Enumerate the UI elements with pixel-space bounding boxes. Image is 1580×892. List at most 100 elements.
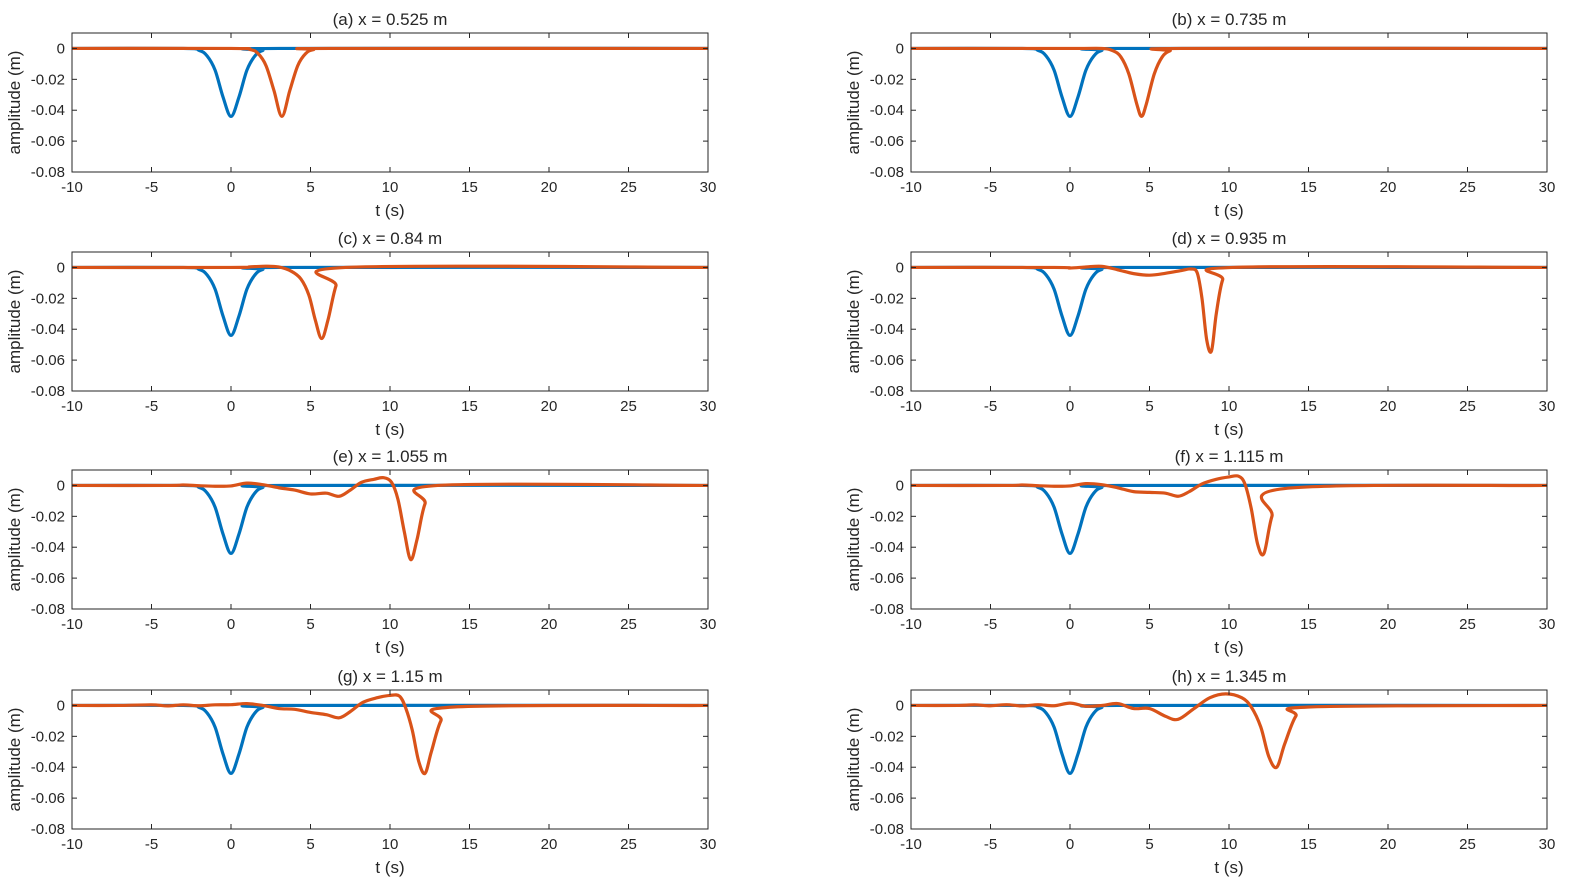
y-tick-label: -0.02 — [31, 728, 65, 745]
y-tick-label: -0.06 — [31, 352, 65, 369]
y-tick-label: 0 — [896, 697, 904, 714]
x-tick-label: -10 — [61, 616, 83, 633]
y-tick-label: -0.02 — [870, 71, 904, 88]
x-axis-label: t (s) — [1214, 638, 1243, 657]
x-tick-label: -5 — [145, 398, 158, 415]
series-line-incident — [911, 46, 1547, 118]
axes-box — [71, 32, 709, 173]
subplot-title: (d) x = 0.935 m — [1172, 229, 1287, 248]
x-tick-label: 30 — [1539, 398, 1556, 415]
y-tick-label: -0.08 — [870, 821, 904, 838]
x-tick-label: 30 — [700, 616, 717, 633]
x-tick-label: 5 — [1145, 616, 1153, 633]
y-tick-label: 0 — [57, 697, 65, 714]
x-tick-label: 5 — [306, 179, 314, 196]
subplot-f: -10 -5 0 5 10 15 20 25 30 0 -0.02 -0.04 -0.06 -0.08 (f… — [844, 447, 1555, 657]
x-tick-label: 10 — [1221, 836, 1238, 853]
x-tick-label: 25 — [620, 836, 637, 853]
series-line-incident — [72, 483, 708, 555]
subplot-e: -10 -5 0 5 10 15 20 25 30 0 -0.02 -0.04 -0.06 -0.08 (e… — [5, 447, 716, 657]
x-tick-label: 25 — [1459, 398, 1476, 415]
y-tick-label: -0.02 — [870, 728, 904, 745]
series-line-incident — [72, 703, 708, 775]
y-tick-label: -0.04 — [870, 759, 904, 776]
x-tick-label: 25 — [620, 616, 637, 633]
y-tick-label: -0.04 — [870, 539, 904, 556]
x-tick-label: 30 — [1539, 836, 1556, 853]
y-tick-label: 0 — [896, 40, 904, 57]
x-tick-label: 20 — [541, 836, 558, 853]
x-axis-label: t (s) — [375, 638, 404, 657]
y-tick-label: -0.08 — [31, 164, 65, 181]
y-tick-label: -0.06 — [31, 790, 65, 807]
subplot-h: -10 -5 0 5 10 15 20 25 30 0 -0.02 -0.04 -0.06 -0.08 (h… — [844, 667, 1555, 877]
y-tick-label: 0 — [896, 259, 904, 276]
series-line-incident — [72, 265, 708, 337]
x-tick-label: 30 — [700, 398, 717, 415]
x-tick-label: 0 — [227, 398, 235, 415]
subplot-title: (b) x = 0.735 m — [1172, 10, 1287, 29]
subplot-c: -10 -5 0 5 10 15 20 25 30 0 -0.02 -0.04 -0.06 -0.08 (c… — [5, 229, 716, 439]
axes-box — [71, 689, 709, 830]
series-line-measured — [72, 476, 708, 562]
axes-box — [910, 32, 1548, 173]
x-tick-label: 5 — [306, 836, 314, 853]
y-tick-label: -0.04 — [31, 759, 65, 776]
x-tick-label: 15 — [1300, 616, 1317, 633]
y-tick-label: 0 — [57, 259, 65, 276]
y-axis-label: amplitude (m) — [5, 488, 24, 592]
x-tick-label: 25 — [620, 398, 637, 415]
x-tick-label: 10 — [382, 398, 399, 415]
x-tick-label: 5 — [306, 616, 314, 633]
x-tick-label: -10 — [900, 616, 922, 633]
x-tick-label: -5 — [145, 616, 158, 633]
series-line-measured — [72, 46, 708, 118]
x-tick-label: 15 — [1300, 836, 1317, 853]
y-tick-label: -0.06 — [870, 790, 904, 807]
x-tick-label: -10 — [61, 836, 83, 853]
series-line-incident — [911, 483, 1547, 555]
x-axis-label: t (s) — [1214, 201, 1243, 220]
x-tick-label: 5 — [1145, 179, 1153, 196]
x-tick-label: -10 — [900, 179, 922, 196]
x-axis-label: t (s) — [1214, 858, 1243, 877]
y-tick-label: -0.04 — [870, 102, 904, 119]
y-tick-label: -0.04 — [870, 321, 904, 338]
x-tick-label: 0 — [1066, 179, 1074, 196]
axes-box — [910, 251, 1548, 392]
x-tick-label: 10 — [1221, 616, 1238, 633]
y-tick-label: -0.06 — [870, 133, 904, 150]
y-tick-label: 0 — [57, 477, 65, 494]
y-tick-label: -0.02 — [31, 71, 65, 88]
axes-box — [910, 469, 1548, 610]
x-axis-label: t (s) — [1214, 420, 1243, 439]
x-tick-label: -5 — [984, 398, 997, 415]
y-axis-label: amplitude (m) — [5, 708, 24, 812]
x-tick-label: 20 — [1380, 616, 1397, 633]
x-tick-label: -5 — [145, 179, 158, 196]
y-tick-label: -0.08 — [31, 601, 65, 618]
subplot-title: (h) x = 1.345 m — [1172, 667, 1287, 686]
y-tick-label: -0.08 — [870, 601, 904, 618]
x-tick-label: -10 — [900, 398, 922, 415]
y-tick-label: -0.04 — [31, 321, 65, 338]
x-tick-label: 5 — [1145, 836, 1153, 853]
subplot-a: -10 -5 0 5 10 15 20 25 30 0 -0.02 -0.04 -0.06 -0.08 (a… — [5, 10, 716, 220]
y-tick-label: -0.08 — [870, 164, 904, 181]
y-tick-label: -0.06 — [31, 570, 65, 587]
x-tick-label: 0 — [1066, 616, 1074, 633]
subplot-title: (a) x = 0.525 m — [333, 10, 448, 29]
series-line-measured — [911, 474, 1547, 557]
series-line-measured — [911, 46, 1547, 118]
y-tick-label: -0.08 — [870, 383, 904, 400]
subplot-title: (f) x = 1.115 m — [1175, 447, 1284, 466]
x-tick-label: 25 — [1459, 179, 1476, 196]
x-tick-label: 15 — [1300, 398, 1317, 415]
x-tick-label: 25 — [620, 179, 637, 196]
x-axis-label: t (s) — [375, 201, 404, 220]
x-tick-label: 20 — [541, 616, 558, 633]
x-tick-label: 10 — [382, 836, 399, 853]
axes-box — [71, 469, 709, 610]
y-tick-label: -0.04 — [31, 102, 65, 119]
x-tick-label: 10 — [382, 179, 399, 196]
